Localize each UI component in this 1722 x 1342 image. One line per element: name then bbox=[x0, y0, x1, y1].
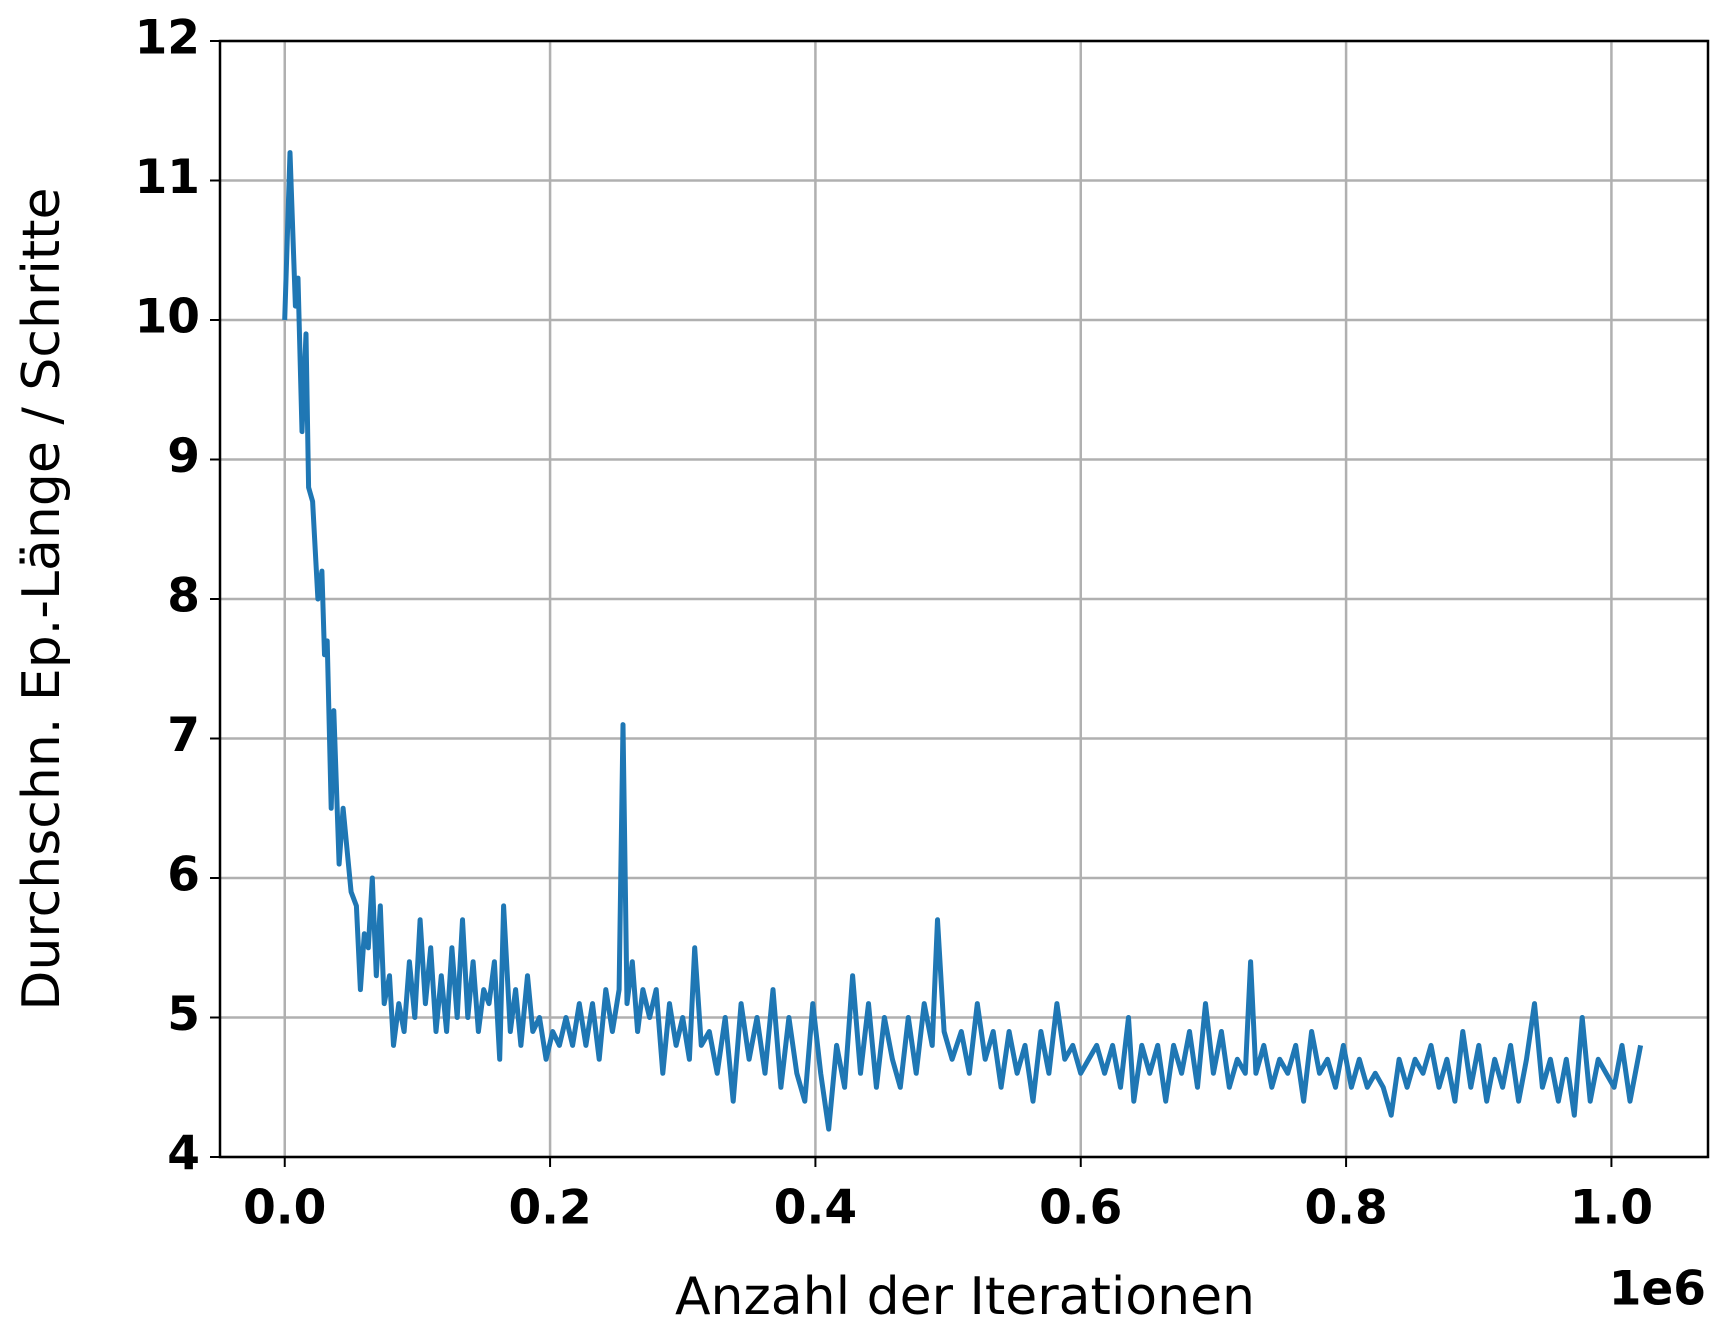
y-tick-label: 7 bbox=[167, 708, 200, 763]
y-tick-label: 5 bbox=[167, 987, 200, 1042]
y-axis-label: Durchschn. Ep.-Länge / Schritte bbox=[12, 187, 72, 1010]
y-tick-label: 12 bbox=[135, 11, 200, 66]
y-tick-label: 8 bbox=[167, 569, 200, 624]
y-tick-label: 4 bbox=[167, 1127, 200, 1182]
x-tick-label: 0.4 bbox=[774, 1181, 857, 1236]
x-tick-label: 0.2 bbox=[508, 1181, 591, 1236]
y-tick-label: 6 bbox=[167, 848, 200, 903]
x-offset-label: 1e6 bbox=[1609, 1262, 1706, 1317]
y-tick-label: 9 bbox=[167, 429, 200, 484]
x-tick-label: 0.8 bbox=[1304, 1181, 1387, 1236]
data-line bbox=[282, 150, 1644, 1132]
x-tick-label: 0.0 bbox=[243, 1181, 326, 1236]
x-tick-label: 1.0 bbox=[1570, 1181, 1653, 1236]
y-tick-label: 11 bbox=[135, 150, 200, 205]
y-tick-label: 10 bbox=[135, 290, 200, 345]
x-axis-label: Anzahl der Iterationen bbox=[675, 1267, 1255, 1327]
x-tick-label: 0.6 bbox=[1039, 1181, 1122, 1236]
plot-frame bbox=[218, 39, 1710, 1159]
